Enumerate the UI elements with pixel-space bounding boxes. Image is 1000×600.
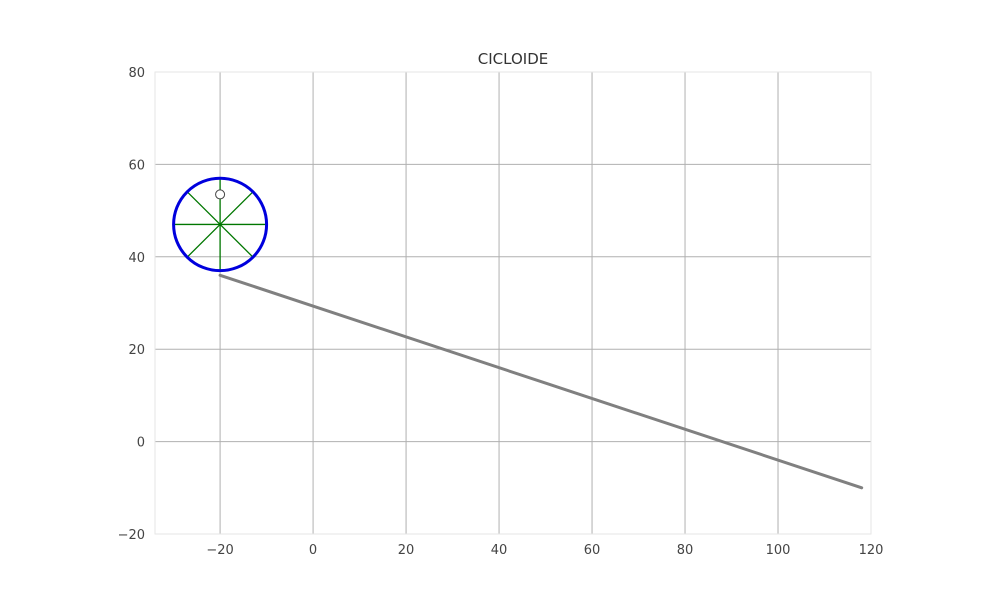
wheel-spoke bbox=[186, 191, 221, 225]
wheel-spoke bbox=[219, 223, 254, 258]
x-tick-label: 60 bbox=[584, 543, 601, 558]
y-axis-ticks: −20 0 20 40 60 80 bbox=[118, 66, 145, 543]
x-axis-ticks: −20 0 20 40 60 80 100 120 bbox=[206, 543, 883, 558]
x-tick-label: 100 bbox=[766, 543, 791, 558]
y-tick-label: 60 bbox=[128, 158, 145, 173]
y-tick-label: 20 bbox=[128, 343, 145, 358]
wheel-spoke bbox=[186, 223, 221, 258]
y-tick-label: 0 bbox=[137, 436, 145, 451]
plot-background bbox=[155, 72, 871, 534]
x-tick-label: 40 bbox=[491, 543, 508, 558]
plot-frame bbox=[154, 71, 872, 535]
x-tick-label: 0 bbox=[309, 543, 317, 558]
ramp-line bbox=[218, 273, 864, 490]
x-tick-label: −20 bbox=[206, 543, 233, 558]
y-tick-label: 40 bbox=[128, 251, 145, 266]
plot-marks bbox=[172, 176, 864, 490]
chart-title: CICLOIDE bbox=[478, 50, 548, 68]
tracer-point bbox=[215, 189, 226, 200]
x-tick-label: 20 bbox=[398, 543, 415, 558]
wheel-spoke bbox=[219, 191, 254, 225]
x-tick-label: 80 bbox=[677, 543, 694, 558]
y-tick-label: 80 bbox=[128, 66, 145, 81]
x-tick-label: 120 bbox=[859, 543, 884, 558]
wheel-circle bbox=[172, 176, 269, 273]
y-tick-label: −20 bbox=[118, 528, 145, 543]
